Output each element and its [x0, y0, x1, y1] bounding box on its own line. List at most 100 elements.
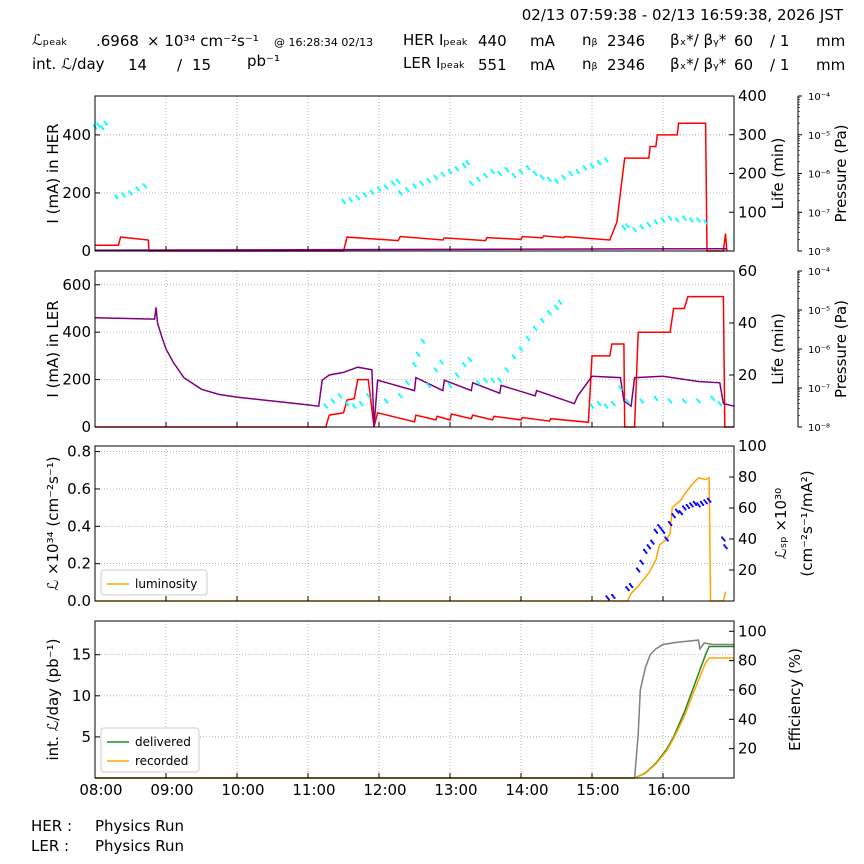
data-point [97, 123, 100, 127]
data-point [606, 596, 609, 600]
data-point [441, 173, 444, 176]
data-point [685, 503, 688, 507]
data-point [723, 544, 726, 547]
data-point [483, 172, 486, 176]
data-point [416, 353, 420, 356]
data-point [541, 319, 544, 322]
data-point [687, 506, 691, 510]
series-ler-life-scatter [323, 299, 723, 409]
data-point [366, 393, 369, 396]
data-point [647, 223, 650, 226]
data-point [490, 168, 493, 172]
legend-label: delivered [135, 735, 191, 749]
data-point [682, 505, 685, 508]
data-point [347, 404, 350, 407]
data-point [674, 508, 678, 511]
her-ipeak-value: 440 [478, 32, 507, 50]
data-point [467, 163, 471, 166]
data-point [641, 401, 645, 404]
panel-integrated: 08:00 09:00 10:00 11:00 12:00 13:00 14:00 15:00… [44, 620, 804, 799]
series-her-life [94, 247, 727, 251]
data-point [589, 163, 592, 166]
data-point [556, 307, 559, 310]
data-point [490, 377, 493, 380]
data-point [629, 584, 633, 587]
data-point [639, 398, 642, 401]
data-point [497, 170, 500, 174]
data-point [562, 176, 565, 179]
data-point [598, 402, 601, 405]
her-beta-x: 60 [734, 32, 753, 50]
data-point [383, 184, 386, 187]
data-point [478, 179, 481, 182]
data-point [532, 325, 536, 328]
data-point [554, 178, 557, 181]
data-point [725, 547, 728, 550]
data-point [506, 170, 510, 173]
data-point [340, 396, 343, 399]
pressure-tick-label: 10⁻⁸ [808, 247, 830, 258]
lpeak-unit: × 10³⁴ cm⁻²s⁻¹ [147, 32, 259, 50]
data-point [640, 399, 643, 403]
data-point [638, 570, 641, 573]
data-point [654, 220, 658, 224]
data-point [527, 337, 530, 340]
data-point [628, 582, 631, 586]
her-nb-label: nᵦ [582, 31, 598, 49]
data-point [426, 382, 429, 385]
panel-luminosity: 0.0 0.2 0.4 0.6 0.8 20 40 60 80 100 ℒ ×10³⁴ (cm⁻²s… [44, 437, 816, 610]
data-point [372, 192, 375, 195]
data-point [144, 186, 147, 189]
data-point [341, 198, 344, 201]
data-point [560, 302, 563, 305]
data-point [115, 195, 118, 198]
data-point [691, 220, 694, 223]
y-left-tick-label: 15 [72, 646, 91, 664]
data-point [103, 120, 106, 123]
data-point [699, 500, 702, 503]
data-point [457, 375, 460, 378]
data-point [679, 511, 682, 514]
data-point [450, 385, 453, 388]
data-point [665, 537, 668, 541]
series-ler-current [95, 295, 734, 428]
pressure-axis-label: Pressure (Pa) [832, 300, 850, 398]
data-point [96, 122, 99, 125]
data-point [427, 179, 430, 182]
data-point [454, 372, 457, 375]
pressure-tick-label: 10⁻⁷ [808, 208, 830, 219]
data-point [376, 186, 379, 189]
data-point [585, 168, 588, 171]
data-point [670, 218, 673, 221]
y-right-tick-label: 80 [738, 468, 757, 486]
data-point [689, 502, 692, 505]
data-point [330, 398, 333, 401]
data-point [337, 393, 340, 396]
y-left-tick-label: 600 [62, 276, 91, 294]
data-point [137, 189, 140, 192]
data-point [399, 394, 402, 397]
data-point [505, 168, 508, 171]
data-point [599, 404, 602, 407]
pressure-tick-label: 10⁻⁴ [808, 267, 830, 278]
data-point [484, 379, 487, 382]
y-right-tick-label: 200 [738, 165, 767, 183]
data-point [648, 225, 652, 228]
data-point [343, 201, 346, 204]
ler-beta-unit: mm [816, 56, 845, 74]
int-lumi-unit: pb⁻¹ [247, 52, 280, 70]
pressure-tick-label: 10⁻⁴ [808, 92, 830, 103]
data-point [646, 222, 649, 225]
data-point [673, 516, 676, 519]
data-point [426, 177, 429, 181]
data-point [413, 184, 416, 187]
data-point [420, 338, 423, 341]
data-point [698, 505, 701, 508]
plot-frame [94, 270, 735, 428]
x-tick-label: 08:00 [79, 781, 122, 799]
data-point [116, 197, 119, 200]
data-point [613, 596, 616, 599]
data-point [398, 181, 401, 184]
